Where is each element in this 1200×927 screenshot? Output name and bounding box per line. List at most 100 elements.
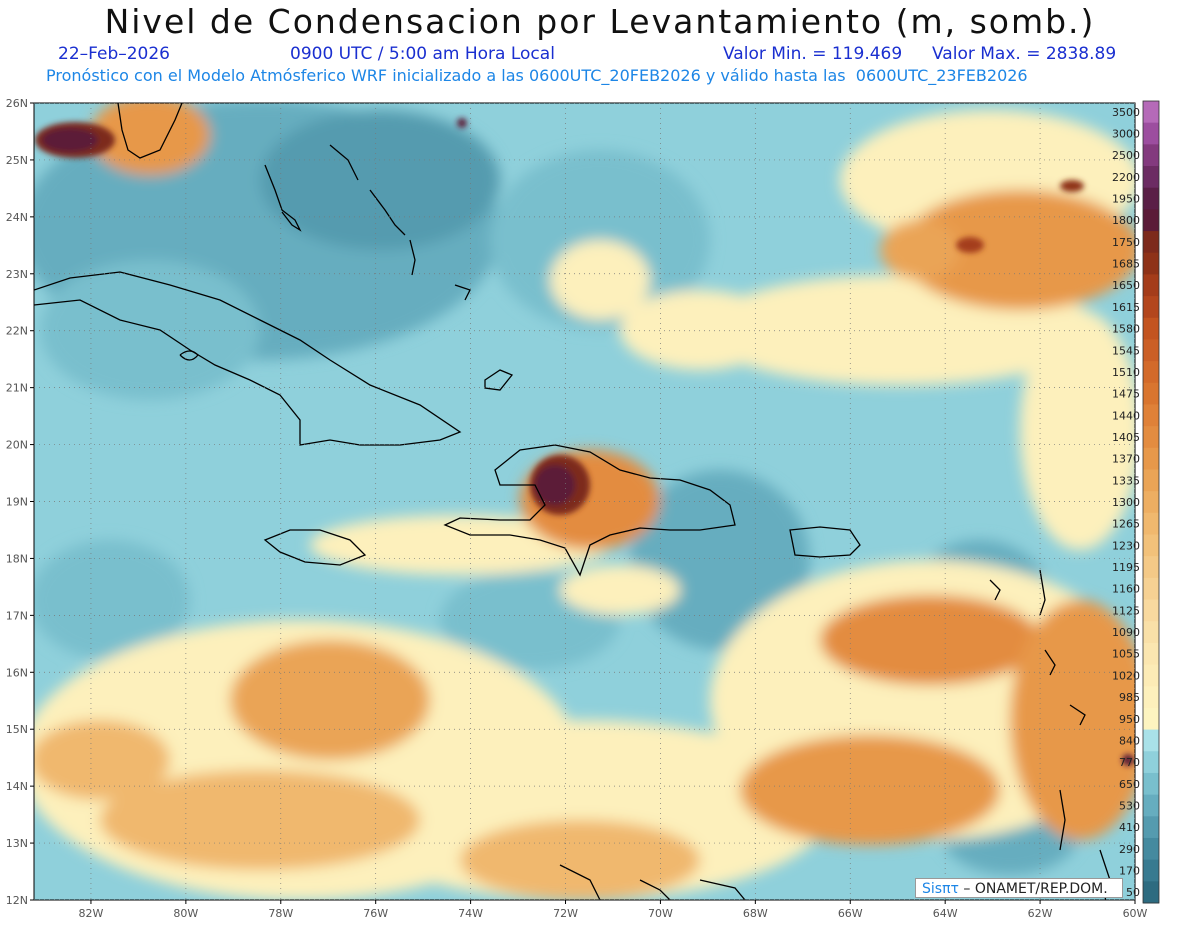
longitude-labels: 82W 80W 78W 76W 74W 72W 70W 68W 66W 64W 62W 60W (79, 900, 1148, 920)
lat-label: 21N (6, 382, 28, 395)
lon-label: 74W (458, 907, 483, 920)
lat-label: 26N (6, 97, 28, 110)
colorbar-label: 410 (1119, 821, 1140, 834)
colorbar-swatch (1143, 556, 1159, 579)
colorbar-label: 1800 (1112, 214, 1140, 227)
colorbar-swatch (1143, 144, 1159, 167)
colorbar-swatch (1143, 404, 1159, 427)
colorbar-swatch (1143, 166, 1159, 189)
forecast-time: 0900 UTC / 5:00 am Hora Local (290, 44, 555, 64)
forecast-date: 22–Feb–2026 (58, 44, 170, 64)
lat-label: 16N (6, 666, 28, 679)
colorbar-frame (1142, 100, 1160, 904)
colorbar-swatch (1143, 231, 1159, 254)
colorbar-label: 1950 (1112, 193, 1140, 206)
colorbar-swatch (1143, 317, 1159, 340)
lat-label: 23N (6, 268, 28, 281)
lat-label: 13N (6, 837, 28, 850)
colorbar-label: 50 (1126, 886, 1140, 899)
colorbar-label: 1055 (1112, 648, 1140, 661)
lcl-field (34, 103, 1135, 900)
lon-label: 60W (1123, 907, 1148, 920)
colorbar-label: 1300 (1112, 496, 1140, 509)
colorbar-label: 1475 (1112, 388, 1140, 401)
colorbar-swatch (1143, 751, 1159, 774)
colorbar-swatch (1143, 772, 1159, 796)
colorbar-swatch (1143, 621, 1159, 644)
lon-label: 76W (363, 907, 388, 920)
lat-label: 18N (6, 552, 28, 565)
max-value: Valor Max. = 2838.89 (932, 44, 1117, 64)
colorbar-label: 1615 (1112, 301, 1140, 314)
coastlines (34, 103, 1111, 900)
graticule (34, 103, 1135, 900)
colorbar-swatch (1143, 837, 1159, 861)
colorbar-label: 1125 (1112, 604, 1140, 617)
colorbar-label: 530 (1119, 799, 1140, 812)
colorbar-label: 1405 (1112, 431, 1140, 444)
lon-label: 70W (648, 907, 673, 920)
colorbar: 3500 3000 2500 2200 1950 1800 1750 1685 1650 1615… (1112, 100, 1160, 904)
colorbar-swatch (1143, 101, 1159, 124)
colorbar-swatch (1143, 577, 1159, 601)
colorbar-swatch (1143, 209, 1159, 232)
model-info: Pronóstico con el Modelo Atmósferico WRF… (46, 66, 1028, 85)
colorbar-swatch (1143, 447, 1159, 470)
lat-label: 24N (6, 211, 28, 224)
colorbar-label: 3500 (1112, 106, 1140, 119)
colorbar-swatch (1143, 491, 1159, 514)
lon-label: 82W (79, 907, 104, 920)
lon-label: 78W (268, 907, 293, 920)
credit-org: – ONAMET/REP.DOM. (958, 881, 1108, 897)
lat-label: 22N (6, 325, 28, 338)
page-title: Nivel de Condensacion por Levantamiento … (104, 2, 1096, 41)
colorbar-swatch (1143, 707, 1159, 731)
colorbar-label: 2200 (1112, 171, 1140, 184)
colorbar-label: 1510 (1112, 366, 1140, 379)
lon-label: 64W (933, 907, 958, 920)
colorbar-swatch (1143, 686, 1159, 709)
lat-label: 17N (6, 609, 28, 622)
colorbar-label: 1545 (1112, 344, 1140, 357)
colorbar-label: 3000 (1112, 128, 1140, 141)
colorbar-swatch (1143, 881, 1159, 904)
colorbar-label: 1160 (1112, 583, 1140, 596)
colorbar-swatch (1143, 469, 1159, 492)
colorbar-label: 1650 (1112, 279, 1140, 292)
colorbar-label: 1370 (1112, 453, 1140, 466)
colorbar-swatch (1143, 729, 1159, 752)
lat-label: 20N (6, 439, 28, 452)
colorbar-swatch (1143, 274, 1159, 297)
colorbar-swatch (1143, 122, 1159, 145)
lat-label: 14N (6, 780, 28, 793)
colorbar-label: 170 (1119, 864, 1140, 877)
colorbar-label: 290 (1119, 843, 1140, 856)
colorbar-swatch (1143, 361, 1159, 384)
colorbar-swatch (1143, 296, 1159, 319)
lat-label: 12N (6, 894, 28, 907)
colorbar-label: 1440 (1112, 409, 1140, 422)
colorbar-label: 1685 (1112, 258, 1140, 271)
lon-label: 68W (743, 907, 768, 920)
colorbar-swatch (1143, 339, 1159, 362)
min-value: Valor Min. = 119.469 (723, 44, 903, 64)
colorbar-label: 1580 (1112, 323, 1140, 336)
colorbar-label: 985 (1119, 691, 1140, 704)
lat-label: 19N (6, 496, 28, 509)
colorbar-swatch (1143, 859, 1159, 882)
colorbar-label: 1265 (1112, 518, 1140, 531)
lon-label: 66W (838, 907, 863, 920)
colorbar-swatch (1143, 642, 1159, 666)
lat-label: 15N (6, 723, 28, 736)
colorbar-swatch (1143, 794, 1159, 817)
colorbar-label: 770 (1119, 756, 1140, 769)
colorbar-label: 1195 (1112, 561, 1140, 574)
colorbar-label: 840 (1119, 734, 1140, 747)
colorbar-label: 950 (1119, 713, 1140, 726)
colorbar-label: 2500 (1112, 149, 1140, 162)
colorbar-label: 1230 (1112, 539, 1140, 552)
colorbar-swatch (1143, 252, 1159, 275)
forecast-map: 26N 25N 24N 23N 22N 21N 20N 19N 18N 17N 16N 15N 14N 1… (6, 97, 1160, 920)
colorbar-swatch (1143, 664, 1159, 687)
lat-label: 25N (6, 154, 28, 167)
